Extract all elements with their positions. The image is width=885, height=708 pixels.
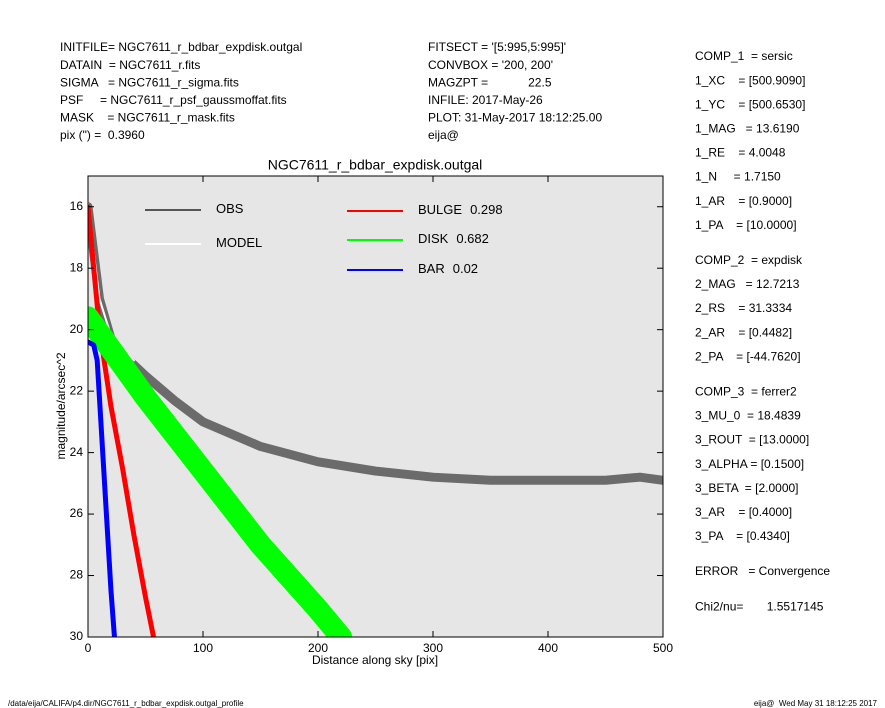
parameter: 3_ALPHA = [0.1500] <box>695 457 804 471</box>
legend-label: BULGE 0.298 <box>418 202 503 217</box>
x-tick-label: 300 <box>423 641 443 655</box>
parameter: 3_ROUT = [13.0000] <box>695 433 809 447</box>
x-tick-label: 500 <box>653 641 673 655</box>
axes-frame <box>87 175 664 638</box>
y-tick-label: 18 <box>70 260 84 274</box>
parameter: 3_AR = [0.4000] <box>695 505 792 519</box>
parameter: 2_AR = [0.4482] <box>695 325 792 339</box>
x-tick-label: 100 <box>193 641 213 655</box>
legend-label: OBS <box>216 201 244 216</box>
legend-label: MODEL <box>216 235 262 250</box>
parameter: ERROR = Convergence <box>695 564 830 578</box>
footer-right: eija@ Wed May 31 18:12:25 2017 <box>754 699 878 708</box>
parameter: 3_BETA = [2.0000] <box>695 481 799 495</box>
y-tick-label: 30 <box>70 629 84 643</box>
parameter: COMP_3 = ferrer2 <box>695 384 797 398</box>
parameter: 1_RE = 4.0048 <box>695 146 786 160</box>
header-line: SIGMA = NGC7611_r_sigma.fits <box>60 75 239 89</box>
legend-label: BAR 0.02 <box>418 261 478 276</box>
y-tick-label: 16 <box>70 199 84 213</box>
header-line: FITSECT = '[5:995,5:995]' <box>428 40 566 54</box>
parameter: 2_RS = 31.3334 <box>695 301 792 315</box>
header-line: pix (") = 0.3960 <box>60 128 145 142</box>
parameter: 1_AR = [0.9000] <box>695 194 792 208</box>
legend-fraction: 0.02 <box>453 261 478 276</box>
series-line <box>88 306 352 637</box>
header-line: eija@ <box>428 128 459 142</box>
parameter: 1_PA = [10.0000] <box>695 218 797 232</box>
header-line: MAGZPT = 22.5 <box>428 75 552 89</box>
parameter: 3_PA = [0.4340] <box>695 529 790 543</box>
parameter: COMP_1 = sersic <box>695 49 793 63</box>
legend-fraction: 0.298 <box>470 202 503 217</box>
header-line: CONVBOX = '200, 200' <box>428 58 553 72</box>
parameter: Chi2/nu= 1.5517145 <box>695 599 824 613</box>
legend-name: OBS <box>216 201 244 216</box>
y-tick-label: 28 <box>70 568 84 582</box>
x-tick-label: 200 <box>308 641 328 655</box>
parameter: 3_MU_0 = 18.4839 <box>695 409 801 423</box>
header-line: DATAIN = NGC7611_r.fits <box>60 58 200 72</box>
parameter: 1_XC = [500.9090] <box>695 73 805 87</box>
parameter: 1_MAG = 13.6190 <box>695 121 800 135</box>
legend-name: DISK <box>418 231 449 246</box>
legend-name: BULGE <box>418 202 462 217</box>
header-line: PSF = NGC7611_r_psf_gaussmoffat.fits <box>60 93 287 107</box>
legend-name: MODEL <box>216 235 262 250</box>
parameter: 1_N = 1.7150 <box>695 170 781 184</box>
series-line <box>88 204 157 637</box>
y-tick-label: 24 <box>70 445 84 459</box>
header-line: INFILE: 2017-May-26 <box>428 93 543 107</box>
y-tick-label: 20 <box>70 322 84 336</box>
parameter: 2_MAG = 12.7213 <box>695 277 800 291</box>
legend-fraction: 0.682 <box>456 231 489 246</box>
header-line: INITFILE= NGC7611_r_bdbar_expdisk.outgal <box>60 40 302 54</box>
parameter: COMP_2 = expdisk <box>695 253 803 267</box>
x-tick-label: 0 <box>85 641 92 655</box>
parameter: 2_PA = [-44.7620] <box>695 349 801 363</box>
y-axis-label: magnitude/arcsec^2 <box>54 352 68 459</box>
chart-title: NGC7611_r_bdbar_expdisk.outgal <box>268 157 483 173</box>
header-line: MASK = NGC7611_r_mask.fits <box>60 111 235 125</box>
plot-area <box>88 176 663 637</box>
x-tick-label: 400 <box>538 641 558 655</box>
footer-left: /data/eija/CALIFA/p4.dir/NGC7611_r_bdbar… <box>8 699 244 708</box>
legend-name: BAR <box>418 261 445 276</box>
series-line <box>88 339 117 637</box>
series-group <box>88 202 663 637</box>
parameter: 1_YC = [500.6530] <box>695 97 805 111</box>
legend-label: DISK 0.682 <box>418 231 489 246</box>
x-axis-label: Distance along sky [pix] <box>312 653 438 667</box>
y-tick-label: 22 <box>70 383 84 397</box>
y-tick-label: 26 <box>70 506 84 520</box>
header-line: PLOT: 31-May-2017 18:12:25.00 <box>428 111 602 125</box>
